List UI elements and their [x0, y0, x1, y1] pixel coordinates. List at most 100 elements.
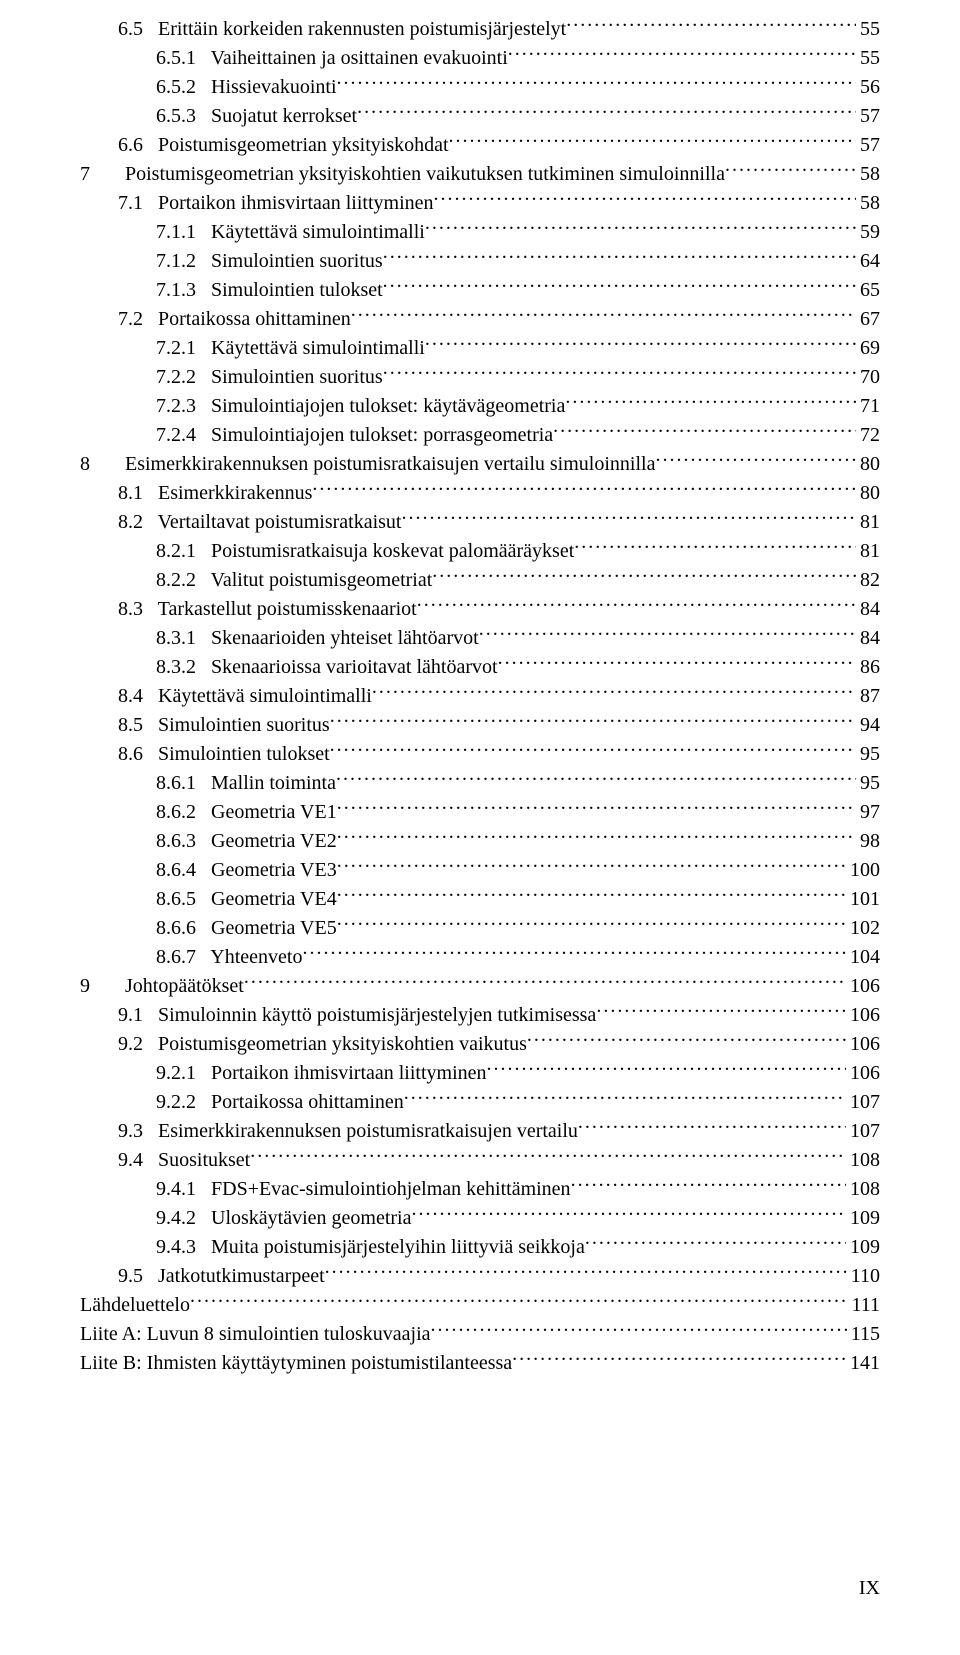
toc-entry-page: 80 [856, 450, 880, 479]
toc-entry: 8.2.1 Poistumisratkaisuja koskevat palom… [80, 537, 880, 566]
toc-entry-page: 109 [846, 1204, 880, 1233]
toc-entry: 9.2.2 Portaikossa ohittaminen 107 [80, 1088, 880, 1117]
toc-entry-label: 8.6.2 Geometria VE1 [156, 798, 337, 827]
toc-entry-label: 7.2.3 Simulointiajojen tulokset: käytävä… [156, 392, 565, 421]
toc-entry: 9.1 Simuloinnin käyttö poistumisjärjeste… [80, 1001, 880, 1030]
toc-entry-label: 7.1.1 Käytettävä simulointimalli [156, 218, 425, 247]
toc-entry: 7.2 Portaikossa ohittaminen 67 [80, 305, 880, 334]
toc-entry-page: 65 [856, 276, 880, 305]
toc-entry-page: 81 [856, 508, 880, 537]
toc-leader-dots [383, 247, 856, 267]
toc-leader-dots [357, 102, 856, 122]
toc-entry-page: 100 [846, 856, 880, 885]
toc-entry-label: 7.2.2 Simulointien suoritus [156, 363, 383, 392]
toc-leader-dots [412, 1204, 847, 1224]
toc-entry-page: 59 [856, 218, 880, 247]
toc-entry-label: 9.4.1 FDS+Evac-simulointiohjelman kehitt… [156, 1175, 571, 1204]
toc-leader-dots [425, 334, 856, 354]
toc-entry-page: 87 [856, 682, 880, 711]
toc-entry-page: 115 [847, 1320, 880, 1349]
toc-leader-dots [302, 943, 846, 963]
toc-entry-label: 8.6.5 Geometria VE4 [156, 885, 337, 914]
toc-entry-page: 106 [846, 1001, 880, 1030]
toc-entry: 6.5.2 Hissievakuointi56 [80, 73, 880, 102]
toc-leader-dots [565, 392, 856, 412]
toc-entry-page: 58 [856, 189, 880, 218]
toc-leader-dots [578, 1117, 846, 1137]
toc-entry-page: 106 [846, 1030, 880, 1059]
toc-leader-dots [336, 769, 856, 789]
toc-entry: 9.3 Esimerkkirakennuksen poistumisratkai… [80, 1117, 880, 1146]
toc-leader-dots [725, 160, 856, 180]
toc-entry-label: 9.2.2 Portaikossa ohittaminen [156, 1088, 404, 1117]
toc-leader-dots [337, 856, 846, 876]
toc-entry-label: 8.2.1 Poistumisratkaisuja koskevat palom… [156, 537, 574, 566]
toc-entry-label: 8.2.2 Valitut poistumisgeometriat [156, 566, 432, 595]
toc-list: 6.5 Erittäin korkeiden rakennusten poist… [80, 15, 880, 1378]
toc-leader-dots [449, 131, 856, 151]
toc-entry: 7.1 Portaikon ihmisvirtaan liittyminen 58 [80, 189, 880, 218]
toc-entry-page: 86 [856, 653, 880, 682]
toc-entry: 8.2.2 Valitut poistumisgeometriat82 [80, 566, 880, 595]
toc-leader-dots [596, 1001, 846, 1021]
toc-leader-dots [337, 827, 856, 847]
toc-entry-page: 107 [846, 1088, 880, 1117]
toc-entry-label: 6.5.3 Suojatut kerrokset [156, 102, 357, 131]
toc-entry: 7.2.1 Käytettävä simulointimalli 69 [80, 334, 880, 363]
toc-entry-label: 8.2 Vertailtavat poistumisratkaisut [118, 508, 401, 537]
toc-entry-page: 71 [856, 392, 880, 421]
toc-entry-label: 9.5 Jatkotutkimustarpeet [118, 1262, 325, 1291]
toc-leader-dots [553, 421, 856, 441]
toc-entry-label: 6.5.2 Hissievakuointi [156, 73, 337, 102]
toc-entry: 6.5.3 Suojatut kerrokset 57 [80, 102, 880, 131]
toc-entry-page: 69 [856, 334, 880, 363]
toc-leader-dots [417, 595, 856, 615]
toc-entry-page: 55 [856, 15, 880, 44]
toc-entry-label: 9.2 Poistumisgeometrian yksityiskohtien … [118, 1030, 527, 1059]
toc-entry-label: 8.5 Simulointien suoritus [118, 711, 330, 740]
toc-entry: 8.3 Tarkastellut poistumisskenaariot84 [80, 595, 880, 624]
toc-entry: 9.2 Poistumisgeometrian yksityiskohtien … [80, 1030, 880, 1059]
toc-entry: 9.5 Jatkotutkimustarpeet110 [80, 1262, 880, 1291]
toc-leader-dots [404, 1088, 846, 1108]
toc-entry: 8.1 Esimerkkirakennus80 [80, 479, 880, 508]
toc-entry-label: Lähdeluettelo [80, 1291, 190, 1320]
toc-entry-label: 9.2.1 Portaikon ihmisvirtaan liittyminen [156, 1059, 487, 1088]
toc-entry-label: 7.2.1 Käytettävä simulointimalli [156, 334, 425, 363]
toc-entry-page: 57 [856, 102, 880, 131]
toc-entry: 8.6.1 Mallin toiminta95 [80, 769, 880, 798]
toc-entry: Liite A: Luvun 8 simulointien tuloskuvaa… [80, 1320, 880, 1349]
toc-leader-dots [479, 624, 856, 644]
toc-leader-dots [383, 276, 856, 296]
toc-entry-label: 7 Poistumisgeometrian yksityiskohtien va… [80, 160, 725, 189]
toc-entry-label: 6.5 Erittäin korkeiden rakennusten poist… [118, 15, 566, 44]
toc-leader-dots [312, 479, 856, 499]
toc-entry-label: 9.3 Esimerkkirakennuksen poistumisratkai… [118, 1117, 578, 1146]
toc-entry-label: 7.1.3 Simulointien tulokset [156, 276, 383, 305]
toc-entry: 9.4.2 Uloskäytävien geometria 109 [80, 1204, 880, 1233]
toc-entry-page: 95 [856, 740, 880, 769]
toc-entry-page: 101 [846, 885, 880, 914]
toc-entry-label: 9.4.2 Uloskäytävien geometria [156, 1204, 412, 1233]
toc-entry-label: 9.1 Simuloinnin käyttö poistumisjärjeste… [118, 1001, 596, 1030]
toc-entry-label: 7.2 Portaikossa ohittaminen [118, 305, 351, 334]
toc-entry-page: 102 [846, 914, 880, 943]
toc-entry: 7.1.1 Käytettävä simulointimalli 59 [80, 218, 880, 247]
toc-entry: 7.2.4 Simulointiajojen tulokset: porrasg… [80, 421, 880, 450]
toc-entry-page: 108 [846, 1146, 880, 1175]
toc-leader-dots [566, 15, 856, 35]
toc-entry: 6.5 Erittäin korkeiden rakennusten poist… [80, 15, 880, 44]
toc-page: 6.5 Erittäin korkeiden rakennusten poist… [0, 0, 960, 1655]
toc-entry-page: 81 [856, 537, 880, 566]
toc-entry-label: 8.1 Esimerkkirakennus [118, 479, 312, 508]
toc-entry-label: 7.1 Portaikon ihmisvirtaan liittyminen [118, 189, 434, 218]
toc-entry-page: 84 [856, 624, 880, 653]
toc-entry-page: 67 [856, 305, 880, 334]
toc-entry: 8.3.2 Skenaarioissa varioitavat lähtöarv… [80, 653, 880, 682]
page-number: IX [859, 1577, 880, 1600]
toc-entry-label: 9.4 Suositukset [118, 1146, 250, 1175]
toc-entry-label: 8 Esimerkkirakennuksen poistumisratkaisu… [80, 450, 655, 479]
toc-leader-dots [574, 537, 856, 557]
toc-leader-dots [383, 363, 856, 383]
toc-leader-dots [244, 972, 846, 992]
